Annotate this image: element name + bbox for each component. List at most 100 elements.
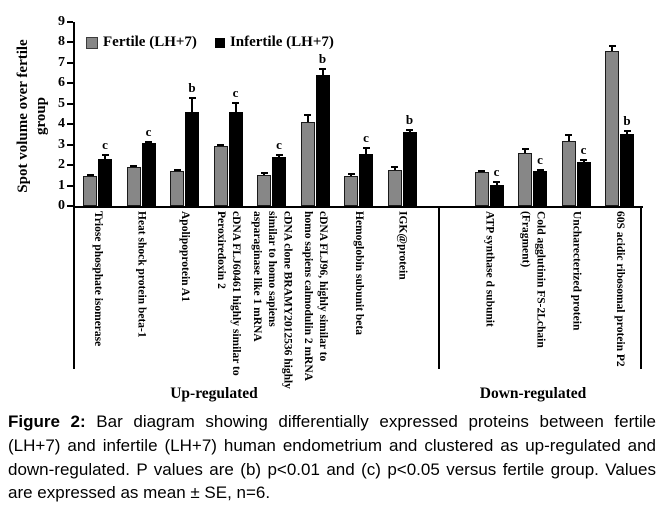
category-label-4: cDNA clone BRAMY2012536 highly similar t… — [250, 211, 294, 389]
category-label-8: ATP synthase d subunit — [483, 211, 496, 327]
bar-infertile-7 — [402, 132, 417, 206]
category-label-0: Triose phosphate isomerase — [92, 211, 105, 347]
error-bar-line — [567, 134, 570, 141]
error-bar-infertile-5 — [319, 68, 326, 76]
error-bar-infertile-3 — [232, 101, 239, 112]
category-label-10: Uncharecterized protein — [570, 211, 583, 331]
chart-legend: Fertile (LH+7) Infertile (LH+7) — [86, 34, 334, 51]
error-bar-cap — [130, 164, 137, 167]
legend-item-infertile: Infertile (LH+7) — [214, 34, 334, 51]
y-tick-label: 6 — [58, 75, 65, 91]
error-bar-cap — [347, 173, 355, 176]
error-bar-infertile-4 — [275, 153, 283, 157]
y-tick-mark — [67, 205, 73, 207]
bar-fertile-7 — [387, 170, 402, 206]
significance-letter-0: c — [102, 136, 108, 152]
significance-letter-10: c — [580, 141, 587, 157]
y-tick-label: 1 — [58, 177, 65, 193]
bar-infertile-8 — [489, 184, 504, 206]
infertile-swatch-icon — [214, 37, 225, 48]
y-tick-mark — [67, 82, 73, 85]
legend-item-fertile: Fertile (LH+7) — [86, 34, 197, 51]
significance-letter-5: b — [318, 51, 327, 66]
error-bar-infertile-9 — [536, 169, 544, 172]
error-bar-cap — [478, 170, 485, 173]
boundary-line — [640, 206, 642, 369]
error-bar-cap — [391, 166, 398, 169]
error-bar-line — [626, 130, 628, 135]
error-bar-cap — [319, 68, 326, 71]
bar-infertile-2 — [185, 111, 199, 206]
bar-infertile-0 — [98, 158, 112, 206]
bar-fertile-1 — [126, 167, 141, 206]
error-bar-line — [306, 114, 309, 123]
error-bar-fertile-7 — [391, 166, 398, 171]
category-label-7: IGK@protein — [396, 211, 409, 280]
group-label-down-regulated: Down-regulated — [479, 385, 587, 402]
error-bar-cap — [145, 140, 152, 143]
bar-fertile-6 — [344, 176, 358, 206]
error-bar-cap — [608, 44, 616, 47]
y-tick-mark — [67, 184, 73, 187]
figure-caption-label: Figure 2: — [8, 412, 86, 431]
error-bar-fertile-5 — [304, 114, 311, 123]
error-bar-cap — [101, 153, 109, 156]
error-bar-line — [321, 68, 324, 76]
error-bar-infertile-10 — [580, 158, 587, 163]
y-tick-mark — [67, 123, 73, 126]
category-label-6: Hemoglobin subunit beta — [353, 211, 366, 335]
error-bar-fertile-0 — [86, 174, 94, 177]
bar-fertile-8 — [474, 172, 489, 206]
y-tick-label: 0 — [58, 198, 65, 213]
figure-caption: Figure 2: Bar diagram showing differenti… — [8, 410, 656, 505]
y-tick-label: 7 — [58, 54, 65, 70]
error-bar-line — [234, 101, 237, 112]
error-bar-cap — [406, 129, 413, 132]
error-bar-cap — [188, 96, 196, 99]
boundary-line — [73, 206, 75, 369]
significance-letter-2: b — [188, 79, 196, 95]
bar-fertile-10 — [561, 140, 576, 206]
error-bar-cap — [521, 147, 529, 150]
error-bar-line — [524, 147, 526, 153]
error-bar-line — [611, 44, 613, 51]
bar-infertile-3 — [228, 111, 243, 206]
y-tick-label: 3 — [58, 136, 65, 152]
bar-fertile-0 — [83, 176, 97, 206]
category-label-5: cDNA FLJ96, highly similar to homo sapie… — [302, 211, 330, 381]
bar-fertile-9 — [518, 152, 532, 206]
category-label-1: Heat shock protein beta-1 — [135, 211, 148, 338]
category-label-11: 60S acidic ribosomal protein P2 — [614, 211, 627, 367]
group-separator-line — [438, 206, 440, 369]
error-bar-cap — [232, 101, 239, 104]
error-bar-fertile-2 — [173, 169, 181, 172]
error-bar-line — [191, 96, 193, 112]
error-bar-fertile-4 — [260, 172, 268, 176]
y-tick-mark — [67, 102, 73, 105]
error-bar-infertile-8 — [493, 181, 500, 185]
bar-fertile-5 — [300, 122, 315, 206]
category-label-2: Apolipoprotein A1 — [179, 211, 192, 302]
error-bar-cap — [217, 143, 224, 146]
error-bar-infertile-1 — [145, 140, 152, 143]
significance-letter-9: c — [537, 152, 543, 168]
error-bar-infertile-7 — [406, 129, 413, 133]
error-bar-line — [104, 153, 106, 159]
significance-letter-11: b — [623, 113, 631, 129]
error-bar-line — [365, 146, 367, 154]
error-bar-cap — [260, 172, 268, 175]
bar-infertile-6 — [359, 153, 373, 206]
error-bar-cap — [623, 130, 631, 133]
y-tick-label: 9 — [58, 14, 65, 29]
y-tick-label: 5 — [58, 95, 65, 111]
category-label-9: Cold agglutinin FS-2Lchain (Fragment) — [519, 211, 547, 348]
bar-infertile-11 — [620, 134, 634, 206]
significance-letter-3: c — [232, 84, 239, 100]
significance-letter-1: c — [145, 123, 152, 139]
bar-infertile-10 — [576, 162, 591, 206]
significance-letter-4: c — [276, 136, 282, 152]
bar-infertile-9 — [533, 171, 547, 206]
error-bar-infertile-0 — [101, 153, 109, 159]
